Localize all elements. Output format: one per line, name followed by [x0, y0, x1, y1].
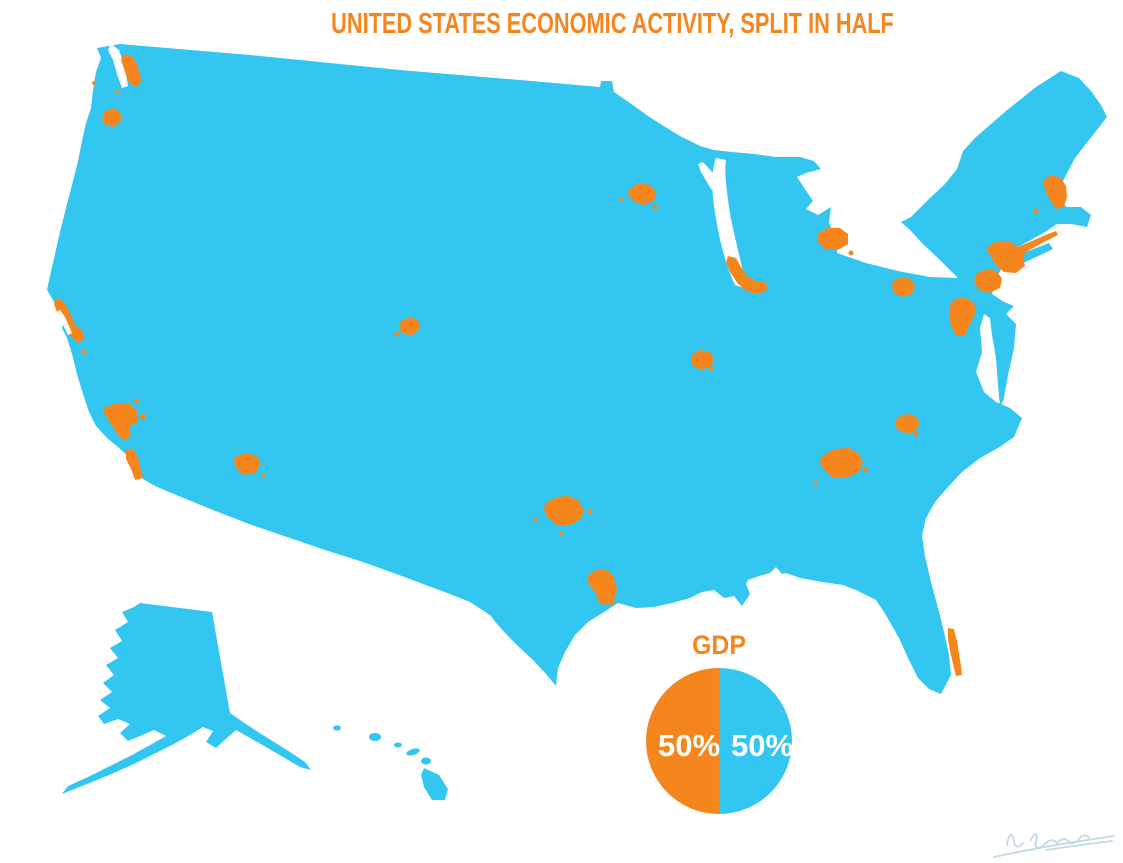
gdp-pie-chart: 50% 50%: [646, 668, 793, 814]
pie-slice-left: [646, 668, 719, 814]
metro-blob: [895, 414, 919, 434]
artist-signature: [993, 832, 1115, 858]
pie-label-right: 50%: [731, 728, 793, 763]
metro-blob: [817, 228, 848, 250]
metro-blob: [986, 231, 1058, 273]
hawaii-island: [333, 725, 341, 731]
page-title: UNITED STATES ECONOMIC ACTIVITY, SPLIT I…: [331, 8, 894, 40]
metro-blob-speck: [559, 532, 563, 536]
lake-michigan: [712, 158, 747, 289]
metro-blob: [691, 350, 714, 370]
metro-blob: [126, 449, 143, 480]
metro-blob: [1043, 175, 1067, 209]
metro-blob: [102, 108, 122, 127]
metro-blob-speck: [609, 600, 615, 606]
metro-blob: [892, 277, 915, 297]
metro-blob-speck: [394, 331, 400, 337]
contiguous-us-landmass: [47, 44, 1107, 694]
hawaii-island: [369, 733, 381, 741]
metro-blob: [544, 496, 584, 525]
signature-stroke: [1030, 832, 1090, 849]
metro-blob: [104, 403, 138, 441]
puget-sound: [108, 44, 128, 88]
metro-blob: [949, 297, 976, 336]
metro-blob-speck: [115, 90, 119, 94]
pie-label-left: 50%: [658, 728, 720, 763]
metro-blob-speck: [261, 473, 265, 477]
metro-blob: [587, 569, 617, 605]
signature-stroke: [1006, 833, 1024, 848]
metro-blob: [974, 269, 1002, 293]
metro-blob-speck: [652, 204, 658, 210]
metro-blob-speck: [913, 431, 919, 437]
pie-title: GDP: [692, 630, 746, 660]
metro-blob-speck: [1033, 208, 1039, 214]
metro-blob-speck: [134, 398, 140, 404]
hawaii-island: [421, 768, 448, 800]
metro-area-blobs: [54, 54, 1067, 676]
hawaii-island: [421, 757, 431, 765]
great-lakes: [108, 44, 747, 289]
metro-blob: [948, 628, 962, 676]
metro-blob-speck: [848, 250, 854, 256]
green-bay: [698, 162, 717, 193]
metro-blob: [121, 54, 141, 87]
metro-blob: [820, 448, 863, 478]
hawaii-islands: [333, 725, 448, 800]
alaska-landmass: [62, 603, 311, 794]
metro-blob-speck: [92, 81, 96, 85]
metro-blob-speck: [534, 518, 538, 522]
metro-blob: [234, 453, 261, 475]
hawaii-island: [394, 742, 402, 748]
pie-slice-right: [719, 668, 792, 814]
signature-stroke: [993, 835, 1115, 858]
metro-blob: [399, 317, 420, 335]
metro-blob: [628, 183, 656, 205]
gdp-pie-section: GDP 50% 50%: [645, 630, 793, 815]
metro-blob-speck: [863, 467, 869, 473]
hawaii-island: [406, 748, 420, 756]
metro-blob-speck: [81, 349, 87, 355]
metro-blob: [54, 298, 85, 343]
signature-stroke: [1045, 840, 1113, 851]
metro-blob-speck: [619, 197, 623, 201]
metro-blob: [726, 256, 768, 294]
san-francisco-bay: [57, 310, 72, 335]
metro-blob-speck: [814, 481, 818, 485]
metro-blob-speck: [140, 414, 146, 420]
metro-blob-speck: [710, 367, 714, 371]
metro-blob-speck: [587, 509, 593, 515]
